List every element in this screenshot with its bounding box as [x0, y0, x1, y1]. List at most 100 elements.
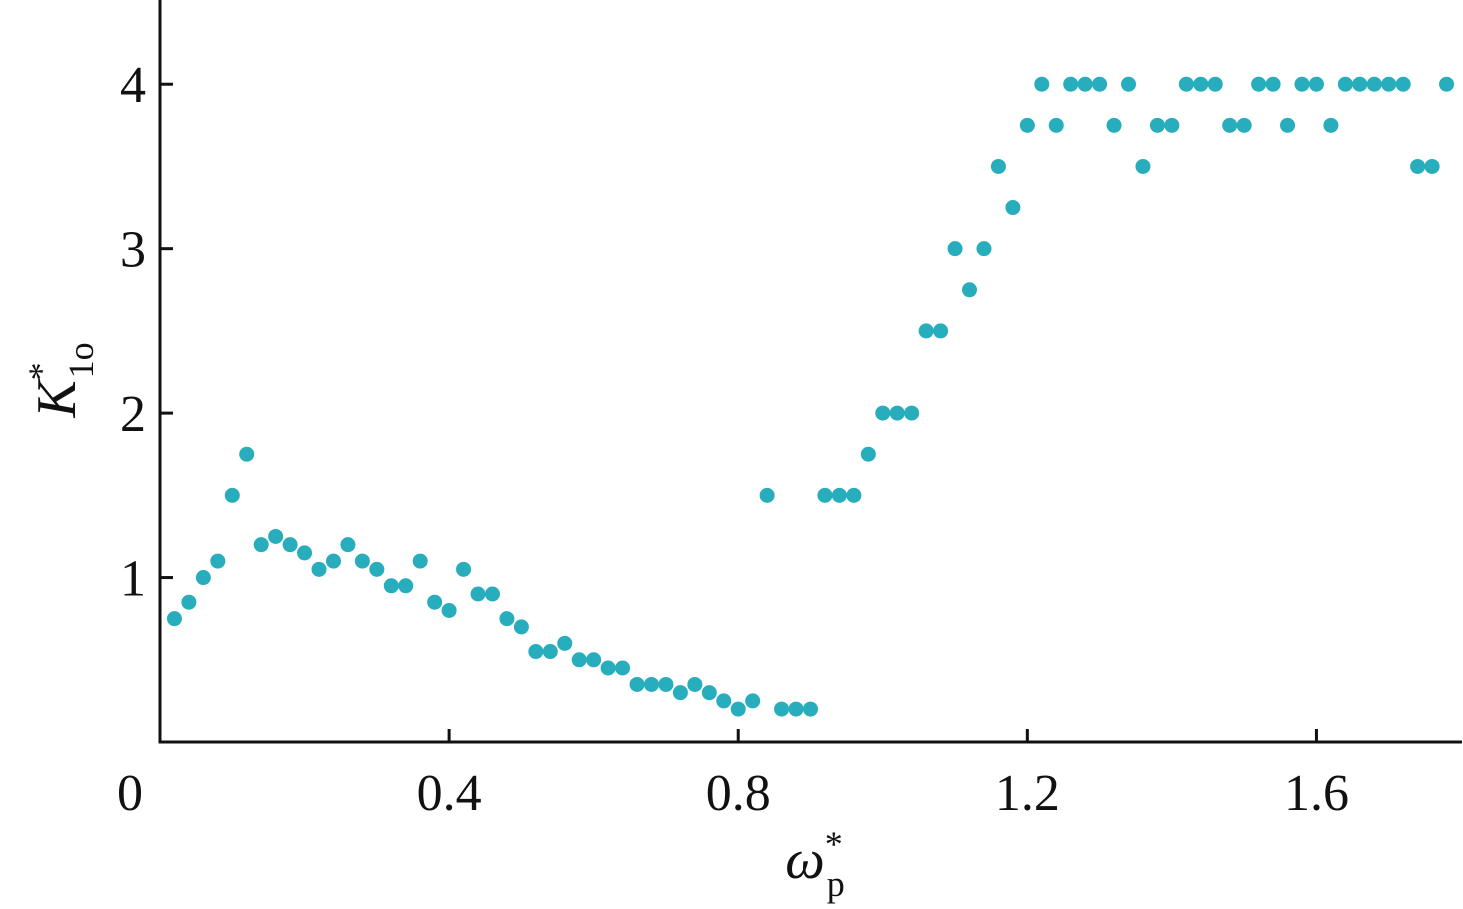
point	[629, 676, 645, 692]
point	[1135, 158, 1151, 174]
point	[615, 660, 631, 676]
point	[1077, 76, 1093, 92]
point	[803, 701, 818, 717]
point	[369, 561, 385, 577]
point	[1280, 117, 1296, 133]
point	[354, 553, 370, 569]
point	[600, 660, 616, 676]
x-label-symbol: ω	[785, 829, 825, 891]
point	[846, 487, 862, 503]
point	[831, 487, 847, 503]
point	[1424, 158, 1440, 174]
x-tick-label: 0.4	[417, 765, 482, 822]
point	[282, 537, 298, 553]
point	[1294, 76, 1310, 92]
point	[1439, 76, 1455, 92]
point	[1410, 158, 1426, 174]
point	[441, 602, 457, 618]
point	[470, 586, 486, 602]
point	[875, 405, 891, 421]
point	[210, 553, 226, 569]
point	[268, 528, 284, 544]
point	[962, 282, 978, 298]
point	[1034, 76, 1050, 92]
point	[687, 676, 703, 692]
point	[658, 676, 674, 692]
x-tick-label: 0	[117, 765, 143, 822]
point	[1308, 76, 1324, 92]
point	[1337, 76, 1353, 92]
point	[297, 545, 313, 561]
x-label-sub: p	[827, 864, 845, 904]
x-tick-label: 1.6	[1284, 765, 1349, 822]
point	[181, 594, 197, 610]
point	[412, 553, 428, 569]
x-tick-label: 0.8	[706, 765, 771, 822]
point	[1395, 76, 1411, 92]
x-tick-label: 1.2	[995, 765, 1060, 822]
point	[774, 701, 790, 717]
point	[672, 685, 688, 701]
point	[528, 644, 544, 660]
y-tick-label: 2	[120, 386, 146, 443]
point	[427, 594, 443, 610]
y-label-symbol: K	[26, 378, 88, 419]
point	[586, 652, 602, 668]
y-axis-label: K*1o	[21, 342, 101, 418]
point	[557, 635, 573, 651]
point	[1222, 117, 1238, 133]
point	[889, 405, 905, 421]
point	[1323, 117, 1339, 133]
point	[1251, 76, 1267, 92]
point	[1381, 76, 1397, 92]
point	[513, 619, 529, 635]
point	[1236, 117, 1252, 133]
point	[1092, 76, 1108, 92]
point	[933, 323, 949, 339]
point	[1106, 117, 1122, 133]
point	[1265, 76, 1281, 92]
point	[716, 693, 732, 709]
point	[1193, 76, 1209, 92]
point	[1048, 117, 1064, 133]
point	[383, 578, 399, 594]
point	[311, 561, 327, 577]
y-label-sup: *	[21, 362, 61, 380]
point	[1352, 76, 1368, 92]
point	[325, 553, 341, 569]
point	[860, 446, 876, 462]
point	[947, 241, 963, 257]
point	[643, 676, 659, 692]
point	[1178, 76, 1194, 92]
point	[1063, 76, 1079, 92]
point	[1005, 200, 1021, 216]
point	[340, 537, 356, 553]
point	[398, 578, 414, 594]
point	[730, 701, 746, 717]
point	[1121, 76, 1137, 92]
x-label-sup: *	[825, 824, 843, 864]
point	[484, 586, 500, 602]
point	[701, 685, 717, 701]
point	[788, 701, 804, 717]
point	[1019, 117, 1035, 133]
point	[759, 487, 775, 503]
point	[195, 570, 211, 586]
point	[1149, 117, 1165, 133]
point	[918, 323, 934, 339]
point	[239, 446, 255, 462]
point	[166, 611, 182, 627]
point	[904, 405, 920, 421]
point	[499, 611, 515, 627]
y-tick-label: 4	[120, 57, 146, 114]
point	[1207, 76, 1223, 92]
point	[990, 158, 1006, 174]
y-label-sub: 1o	[61, 342, 101, 378]
point	[1366, 76, 1382, 92]
y-tick-label: 1	[120, 551, 146, 608]
point	[542, 644, 558, 660]
point	[817, 487, 833, 503]
point	[976, 241, 992, 257]
